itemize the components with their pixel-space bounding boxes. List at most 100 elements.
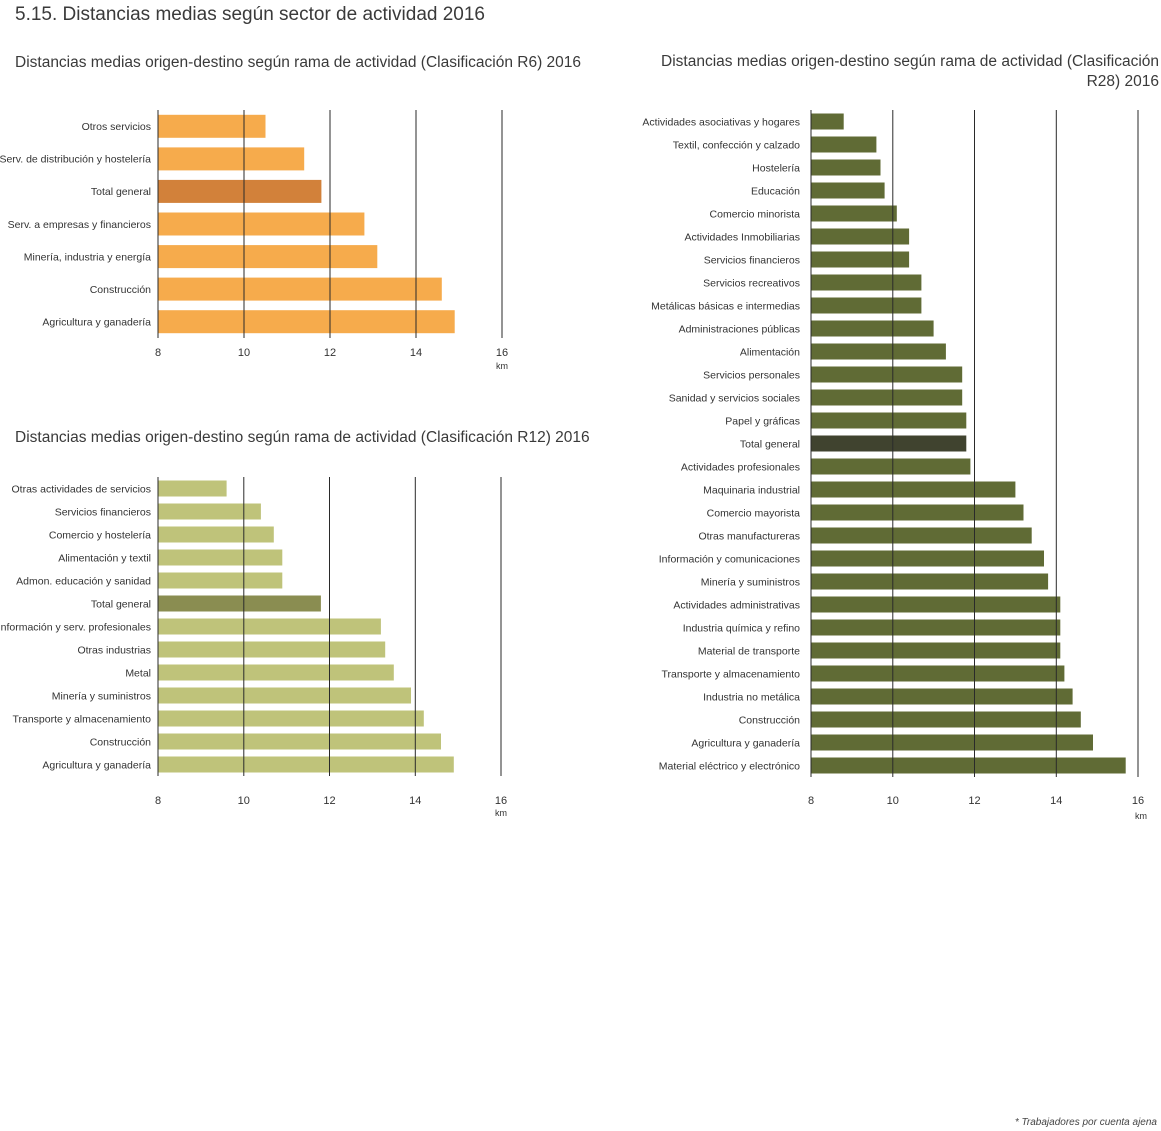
tick-label-r6: 16 [496, 347, 508, 359]
bar-r28-hosteleria [811, 159, 881, 176]
bar-r12-otras-actividades-de-servicios [158, 480, 227, 497]
category-label-r12: Alimentación y textil [58, 552, 151, 564]
footnote: * Trabajadores por cuenta ajena [1014, 1117, 1157, 1128]
category-label-r28: Servicios personales [703, 369, 800, 381]
category-label-r12: Minería y suministros [52, 690, 151, 702]
category-label-r28: Administraciones públicas [679, 323, 800, 335]
category-label-r6: Serv. de distribución y hostelería [0, 154, 151, 166]
bar-r12-admon-educacion-y-sanidad [158, 572, 283, 589]
bar-r28-construccion [811, 711, 1081, 728]
tick-label-r6: 10 [238, 347, 250, 359]
category-label-r28: Textil, confección y calzado [673, 139, 800, 151]
category-label-r28: Minería y suministros [701, 576, 800, 588]
axis-unit-r28: km [1135, 811, 1147, 821]
bar-r28-actividades-inmobiliarias [811, 228, 910, 245]
category-label-r28: Industria química y refino [683, 622, 800, 634]
bar-r28-comercio-minorista [811, 205, 897, 222]
tick-label-r12: 10 [238, 795, 250, 807]
tick-label-r28: 10 [887, 795, 899, 807]
category-label-r12: Agricultura y ganadería [42, 759, 151, 771]
category-label-r28: Información y comunicaciones [659, 553, 800, 565]
chart-title-r6: Distancias medias origen-destino según r… [15, 54, 582, 71]
bar-r28-sanidad-y-servicios-sociales [811, 389, 963, 406]
tick-label-r12: 14 [409, 795, 421, 807]
bar-r28-metalicas-basicas-e-intermedias [811, 297, 922, 314]
tick-label-r12: 8 [155, 795, 161, 807]
category-label-r28: Comercio mayorista [707, 507, 801, 519]
category-label-r6: Construcción [90, 284, 151, 296]
bar-r12-metal [158, 664, 394, 681]
tick-label-r28: 8 [808, 795, 814, 807]
category-label-r28: Metálicas básicas e intermedias [651, 300, 800, 312]
tick-label-r28: 16 [1132, 795, 1144, 807]
chart-title-r28: Distancias medias origen-destino según r… [661, 53, 1159, 90]
bar-r6-total-general [158, 179, 322, 203]
page-title: 5.15. Distancias medias según sector de … [15, 4, 485, 25]
tick-label-r6: 12 [324, 347, 336, 359]
bar-r28-administraciones-publicas [811, 320, 934, 337]
category-label-r6: Minería, industria y energía [24, 251, 151, 263]
category-label-r28: Comercio minorista [710, 208, 801, 220]
axis-unit-r6: km [496, 361, 508, 371]
bar-r28-actividades-administrativas [811, 596, 1061, 613]
category-label-r12: Servicios financieros [55, 506, 151, 518]
bar-r28-textil-confeccion-y-calzado [811, 136, 877, 153]
bar-r12-agricultura-y-ganaderia [158, 756, 454, 773]
bar-r28-material-electrico-y-electronico [811, 757, 1126, 774]
bar-r12-total-general [158, 595, 321, 612]
category-label-r28: Alimentación [740, 346, 800, 358]
bar-r28-material-de-transporte [811, 642, 1061, 659]
bar-r28-servicios-financieros [811, 251, 910, 268]
category-label-r28: Material eléctrico y electrónico [659, 760, 800, 772]
bar-r6-serv-a-empresas-y-financieros [158, 212, 365, 236]
category-label-r12: Transporte y almacenamiento [12, 713, 151, 725]
category-label-r6: Total general [91, 186, 151, 198]
category-label-r6: Otros servicios [82, 121, 151, 133]
category-label-r28: Servicios recreativos [703, 277, 800, 289]
category-label-r12: Otras actividades de servicios [12, 483, 151, 495]
bar-r6-serv-de-distribucion-y-hosteleria [158, 147, 305, 171]
category-label-r28: Material de transporte [698, 645, 800, 657]
category-label-r28: Actividades Inmobiliarias [684, 231, 800, 243]
category-label-r28: Actividades profesionales [681, 461, 800, 473]
axis-unit-r12: km [495, 808, 507, 818]
category-label-r12: Admon. educación y sanidad [16, 575, 151, 587]
bar-r6-otros-servicios [158, 114, 266, 138]
bar-r28-servicios-personales [811, 366, 963, 383]
bar-r28-transporte-y-almacenamiento [811, 665, 1065, 682]
bar-r12-comercio-y-hosteleria [158, 526, 274, 543]
bar-r28-comercio-mayorista [811, 504, 1024, 521]
bar-r12-alimentacion-y-textil [158, 549, 283, 566]
bar-r12-informacion-y-serv-profesionales [158, 618, 381, 635]
category-label-r12: Total general [91, 598, 151, 610]
category-label-r28: Actividades asociativas y hogares [642, 116, 800, 128]
bar-r28-alimentacion [811, 343, 946, 360]
bar-r28-maquinaria-industrial [811, 481, 1016, 498]
category-label-r28: Hostelería [752, 162, 800, 174]
bar-r12-construccion [158, 733, 441, 750]
category-label-r12: Otras industrias [77, 644, 151, 656]
bar-r28-actividades-asociativas-y-hogares [811, 113, 844, 130]
category-label-r28: Maquinaria industrial [703, 484, 800, 496]
bar-r28-total-general [811, 435, 967, 452]
category-label-r28: Educación [751, 185, 800, 197]
tick-label-r28: 12 [968, 795, 980, 807]
bar-r28-industria-quimica-y-refino [811, 619, 1061, 636]
category-label-r6: Serv. a empresas y financieros [8, 219, 151, 231]
category-label-r28: Construcción [739, 714, 800, 726]
category-label-r6: Agricultura y ganadería [42, 317, 151, 329]
bar-r28-otras-manufactureras [811, 527, 1032, 544]
category-label-r28: Industria no metálica [703, 691, 800, 703]
category-label-r28: Otras manufactureras [698, 530, 800, 542]
bar-r12-mineria-y-suministros [158, 687, 411, 704]
category-label-r12: Construcción [90, 736, 151, 748]
bar-r12-otras-industrias [158, 641, 386, 658]
category-label-r28: Sanidad y servicios sociales [669, 392, 800, 404]
tick-label-r12: 16 [495, 795, 507, 807]
bar-r28-informacion-y-comunicaciones [811, 550, 1044, 567]
category-label-r28: Transporte y almacenamiento [661, 668, 800, 680]
tick-label-r6: 14 [410, 347, 422, 359]
category-label-r28: Total general [740, 438, 800, 450]
